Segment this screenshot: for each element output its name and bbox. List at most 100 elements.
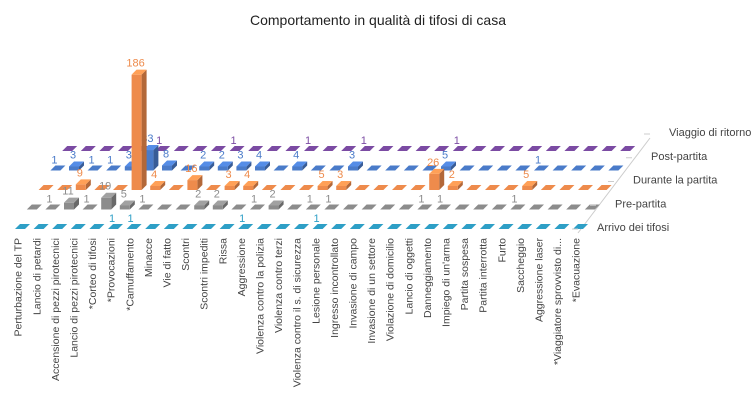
data-label: 3 <box>126 150 132 162</box>
category-label: *Viaggiatore sprovvisto di... <box>552 238 564 365</box>
data-label: 3 <box>237 150 243 162</box>
category-label: Rissa <box>217 238 229 264</box>
data-label: 5 <box>523 169 529 181</box>
bar-base <box>206 185 221 190</box>
bar-top <box>143 145 159 151</box>
bar-side <box>74 197 79 210</box>
bar-base <box>417 204 433 210</box>
category-label: Partita interrotta <box>478 238 490 313</box>
bar-side <box>457 181 463 190</box>
category-label: *Evacuazione <box>571 238 583 302</box>
bar-base <box>510 204 526 210</box>
category-label: Ingresso incontrollato <box>329 238 341 338</box>
bar-base <box>496 165 512 171</box>
data-label: 1 <box>46 194 52 206</box>
bar-top <box>212 200 228 206</box>
bar-base <box>15 224 30 229</box>
data-label: 2 <box>449 169 455 181</box>
bar-base <box>498 224 514 229</box>
bar-base <box>466 185 482 190</box>
bar-base <box>571 165 587 171</box>
data-label: 1 <box>107 155 113 167</box>
bar-base <box>168 185 184 190</box>
bar-base <box>373 185 389 190</box>
category-label: Invasione di un settore <box>366 238 378 344</box>
data-label: 1 <box>156 135 162 147</box>
bar-base <box>596 185 612 190</box>
bar-side <box>172 160 177 171</box>
data-label: 5 <box>319 169 325 181</box>
bar-base <box>620 146 636 151</box>
bar-base <box>385 165 401 171</box>
bar-top <box>194 200 210 206</box>
data-label: 1 <box>231 135 237 147</box>
bar-base <box>434 146 450 151</box>
bar-base <box>305 204 321 210</box>
data-label: 3 <box>70 150 76 162</box>
bar <box>187 180 198 190</box>
bar <box>224 186 235 190</box>
data-label: 1 <box>89 155 95 167</box>
bar-base <box>180 165 196 171</box>
bar <box>162 165 172 171</box>
bar-base <box>436 204 451 210</box>
bar-base <box>552 165 568 171</box>
category-label: Impiego di un'arma <box>440 238 452 327</box>
bar-base <box>397 146 412 151</box>
bar-base <box>410 185 426 190</box>
bar-base <box>485 185 500 190</box>
bar-base <box>368 224 384 229</box>
bar-base <box>238 224 254 229</box>
category-label: Accensione di pezzi pirotecnici <box>50 238 62 381</box>
data-label: 16 <box>185 163 197 175</box>
bar-top <box>187 175 203 181</box>
bar <box>131 74 142 190</box>
bar-base <box>145 224 161 229</box>
data-label: 8 <box>163 149 169 161</box>
bar <box>348 166 358 171</box>
data-label: 4 <box>293 150 299 162</box>
data-label: 2 <box>270 189 276 201</box>
bar-top <box>236 161 252 167</box>
bar-base <box>287 204 303 210</box>
bar-base <box>349 224 365 229</box>
bar-top <box>131 69 147 75</box>
category-label: Saccheggio <box>515 238 527 293</box>
bar <box>236 166 247 171</box>
bar <box>255 166 265 171</box>
bar-base <box>45 204 61 210</box>
data-label: 1 <box>109 213 115 225</box>
bar-base <box>366 165 382 171</box>
bar-base <box>459 165 475 171</box>
bar-base <box>322 146 338 151</box>
category-label: Lancio di oggetti <box>403 238 415 314</box>
bar-side <box>532 181 538 190</box>
data-label: 2 <box>214 189 220 201</box>
depth-axis-line <box>577 137 651 234</box>
bar-base <box>583 146 598 151</box>
bar-side <box>358 161 363 171</box>
bar-base <box>113 185 128 190</box>
bar <box>199 166 210 171</box>
bar-base <box>442 224 458 229</box>
category-label: Aggressione laser <box>533 237 545 322</box>
data-label: 1 <box>128 213 134 225</box>
bar-base <box>422 165 438 171</box>
bar <box>124 166 135 171</box>
data-label: 1 <box>239 213 245 225</box>
bar <box>101 197 112 210</box>
bar-side <box>204 200 210 210</box>
bar-base <box>219 224 235 229</box>
bar <box>64 202 74 210</box>
bar-base <box>608 165 624 171</box>
data-label: 1 <box>84 194 90 206</box>
bar <box>143 150 154 171</box>
bar <box>441 166 451 171</box>
bar-base <box>578 185 593 190</box>
series-1: 1 1 1 1 <box>15 213 588 229</box>
series-label: Arrivo dei tifosi <box>597 222 669 234</box>
bar <box>522 186 533 190</box>
data-label: 19 <box>99 181 111 193</box>
